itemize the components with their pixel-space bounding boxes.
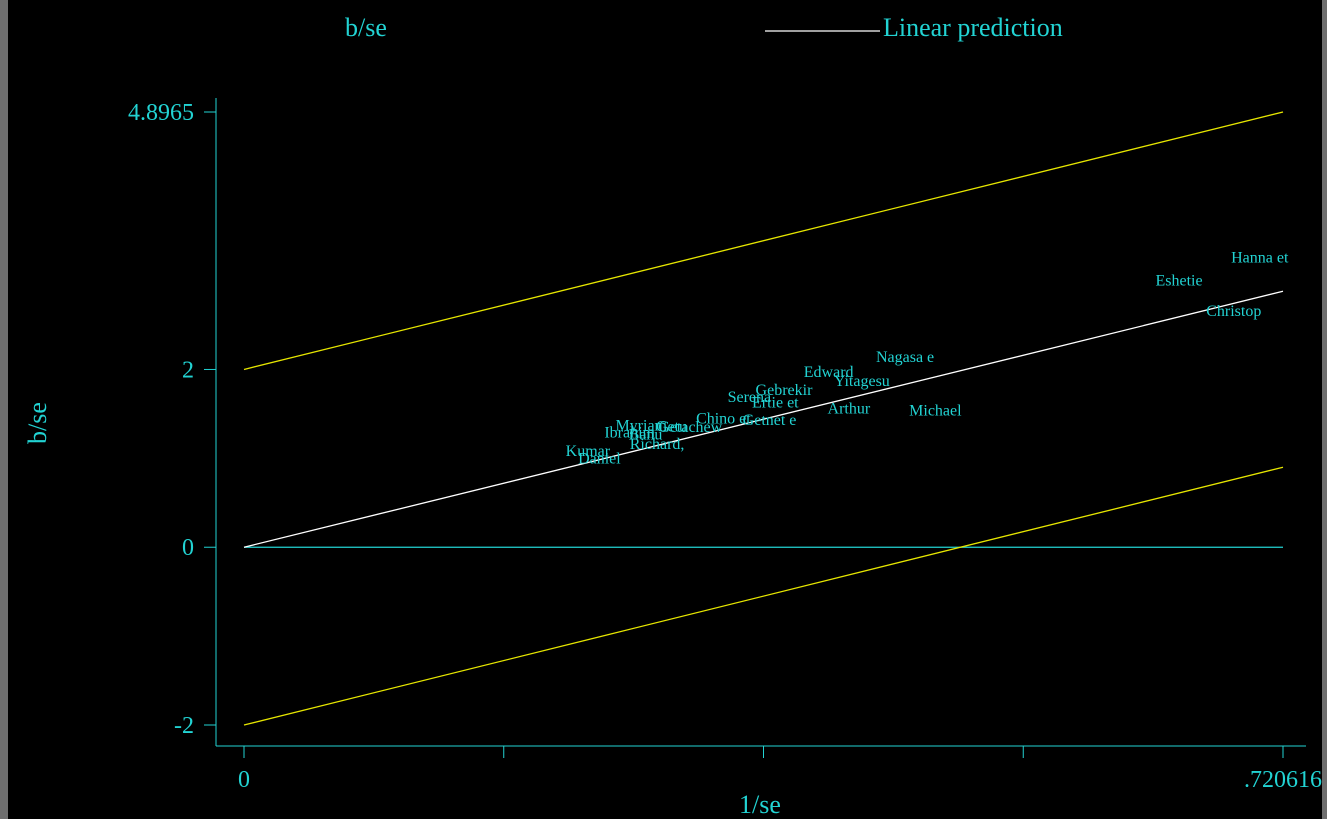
study-point-label: Ibrahim [604,425,655,442]
x-tick-label: 0 [238,767,250,793]
study-point-label: Edward [804,364,854,381]
study-point-label: Kumar [566,443,611,460]
chart-lines [243,111,1284,726]
x-axis-label: 1/se [739,790,781,819]
study-point-label: Serena [728,389,772,406]
study-point-label: Hanna et [1231,249,1289,266]
study-point-label: Eshetie [1155,273,1202,290]
linear-prediction-line [243,290,1284,548]
y-tick-label: 0 [182,535,194,561]
y-axis-label: b/se [23,402,52,444]
legend-label-linear-prediction: Linear prediction [883,13,1063,42]
y-tick-label: 2 [182,357,194,383]
study-point-label: Ertie et [752,394,799,411]
study-point-label: Daniel [578,450,621,467]
study-point-label: Gebrekir [756,382,814,399]
study-point-label: Myriam [615,417,667,434]
study-point-label: Banu [629,426,663,443]
study-point-label: Christop [1206,303,1261,320]
study-point-label: Nagasa e [876,349,934,366]
y-tick-label: 4.8965 [128,100,194,126]
y-ticks: -2 0 2 4.8965 [128,100,216,739]
ci-upper-line [243,111,1284,371]
study-point-label: Richard, [630,436,685,453]
x-ticks: 0 .720616 [238,746,1322,793]
study-point-label: Michael [909,402,962,419]
y-tick-label: -2 [174,713,194,739]
study-point-label: Arthur [828,401,871,418]
study-point-label: Getnet e [743,412,797,429]
x-tick-label: .720616 [1244,767,1322,793]
study-point-label: Chino et [696,410,751,427]
ci-lower-line [243,466,1284,726]
study-point-label: Getu [656,418,687,435]
window-edge-right [1322,0,1327,819]
study-point-label: Yitagesu [834,373,890,390]
window-edge-left [0,0,8,819]
chart-title: b/se [345,13,387,42]
study-point-label: Getachew [658,419,722,436]
